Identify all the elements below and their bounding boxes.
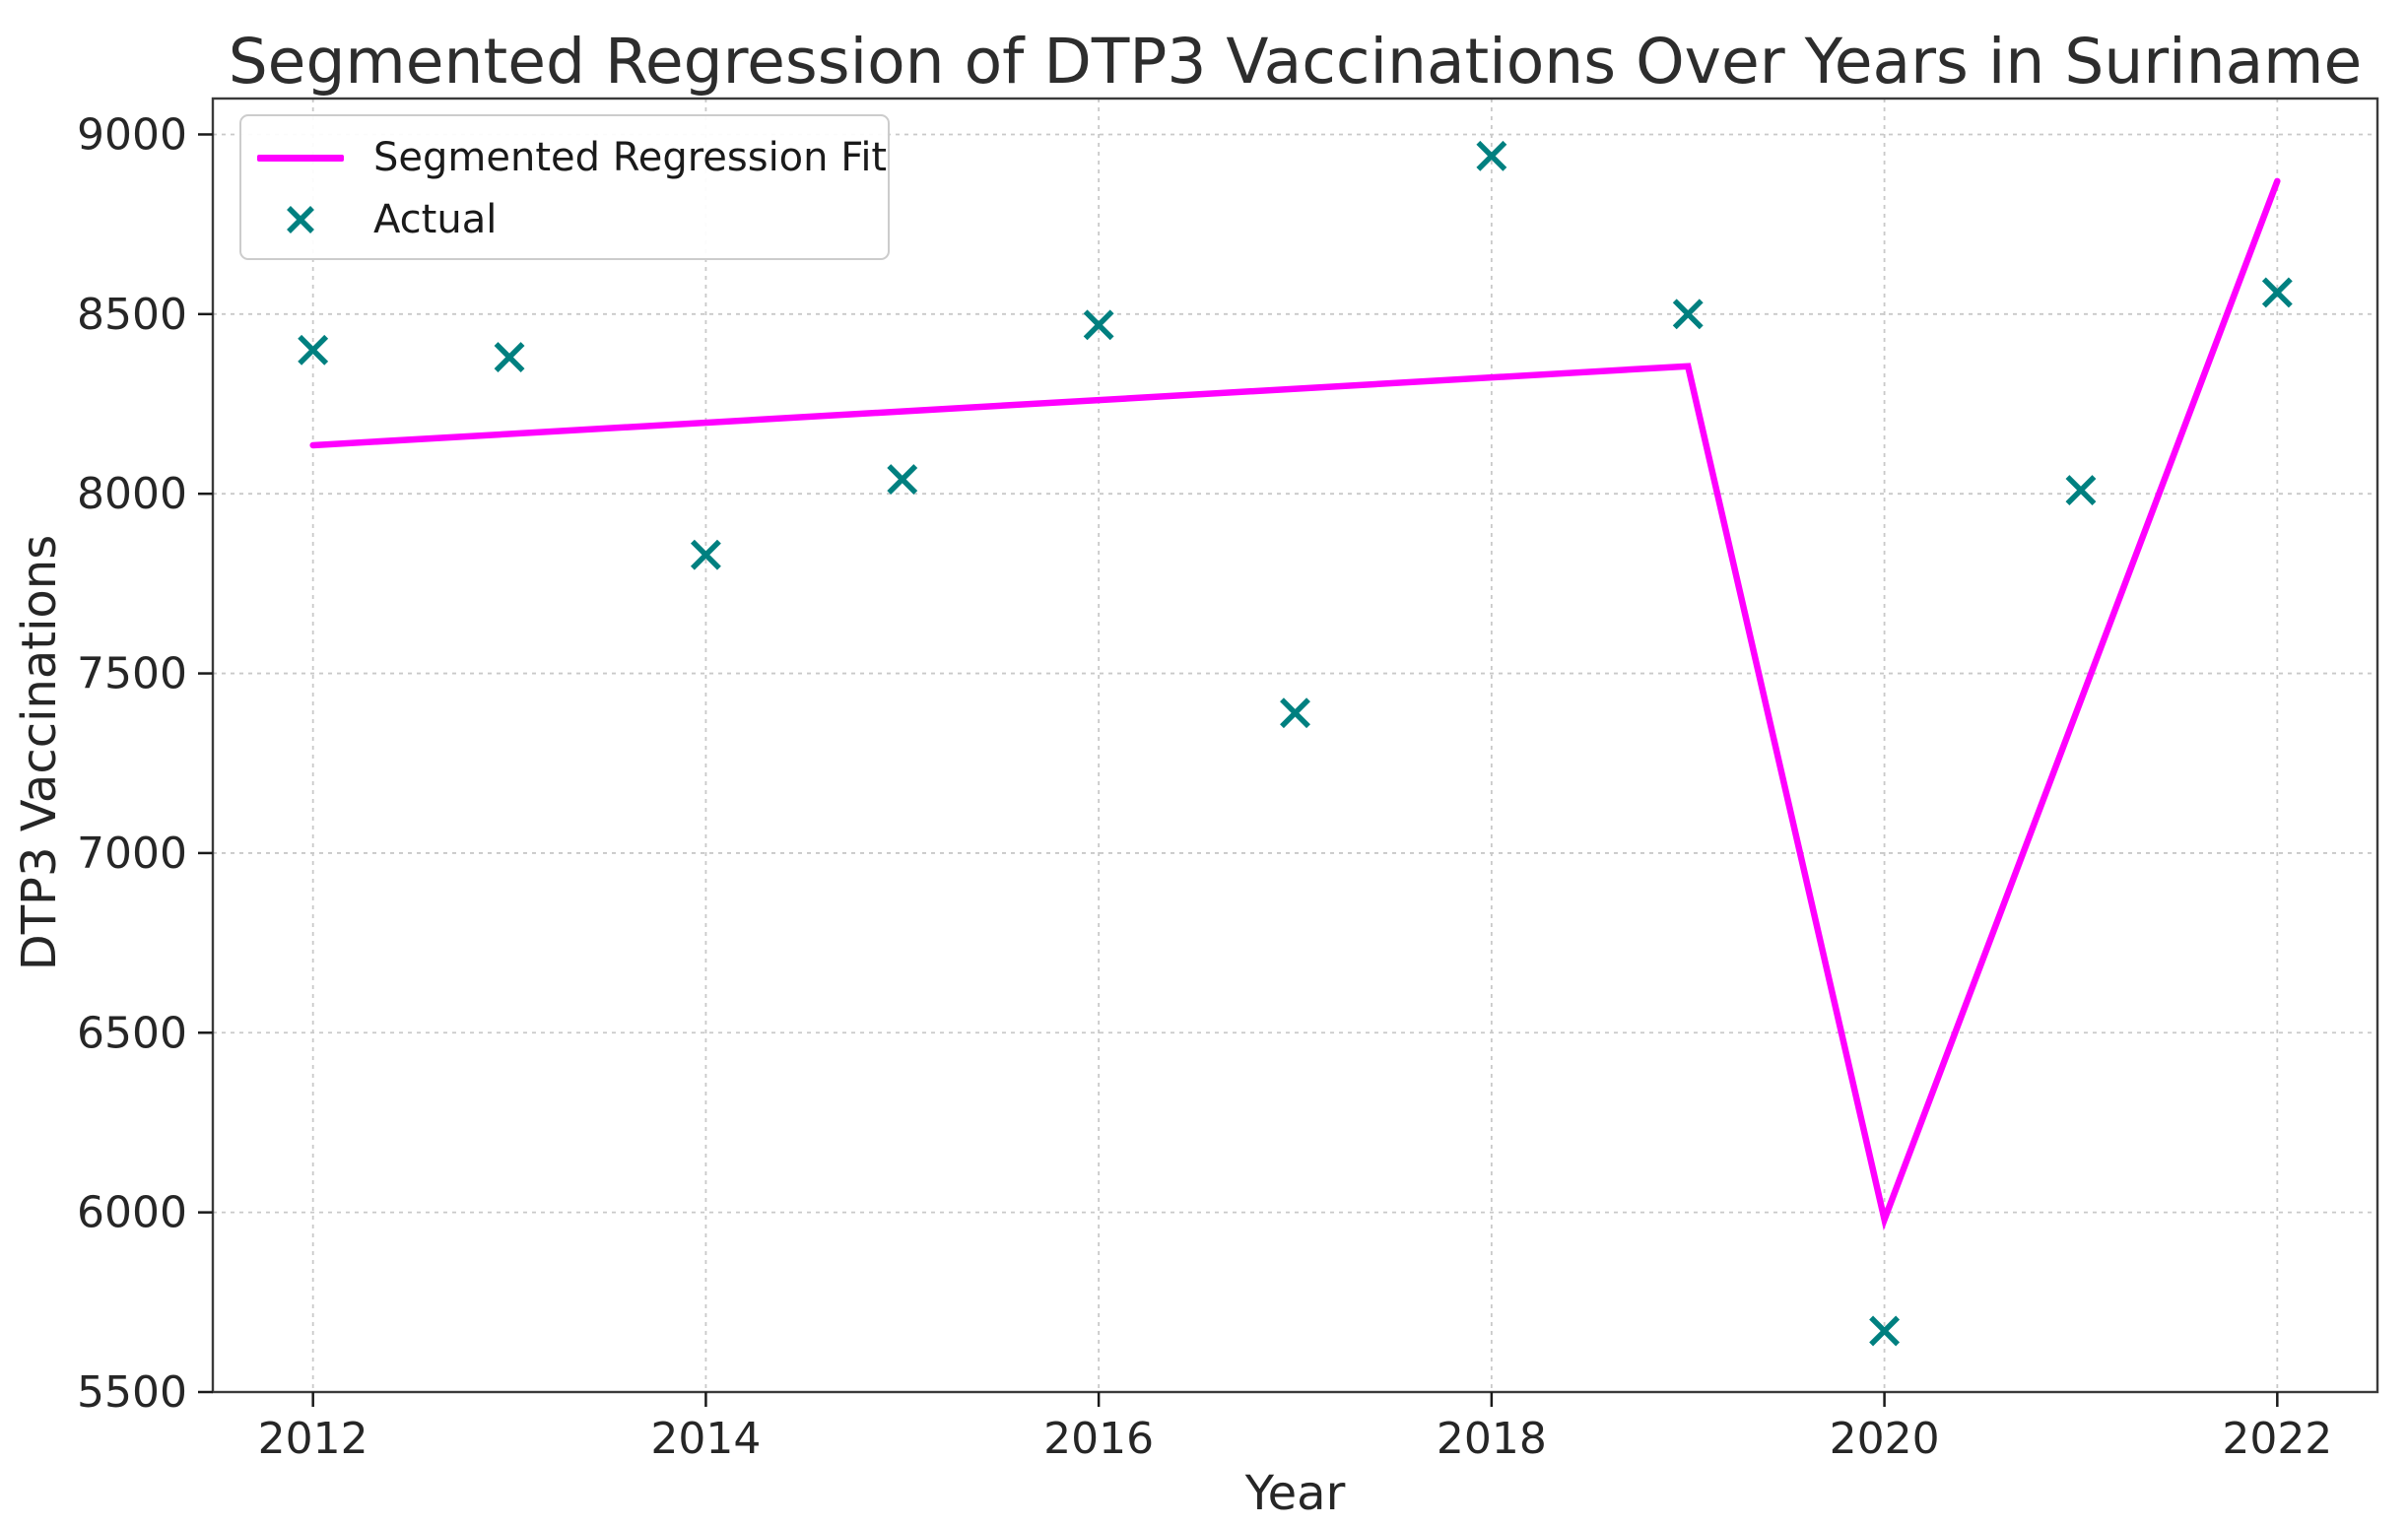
legend-marker-sample [255,200,346,239]
y-tick-label: 7000 [77,829,187,879]
x-tick-label: 2014 [650,1414,761,1464]
y-tick-label: 6500 [77,1008,187,1058]
axis-ticks [198,133,2279,1407]
tick-labels: 2012 2014 2016 2018 2020 2022 5500 6000 6500 7000… [77,109,2332,1464]
legend: Segmented Regression Fit Actual [239,114,890,260]
regression-fit-line [309,177,2281,1231]
data-point-x-marker [1476,140,1507,171]
data-point-x-marker [2065,475,2097,505]
legend-label-actual: Actual [373,197,498,242]
x-marker-icon [287,206,314,233]
actual-data-points [298,140,2293,1347]
x-tick-label: 2022 [2222,1414,2332,1464]
legend-line-sample [255,154,346,162]
data-point-x-marker [690,539,721,570]
data-point-x-marker [2261,277,2293,308]
legend-entry-actual: Actual [255,191,868,248]
data-point-x-marker [887,464,918,496]
x-tick-label: 2018 [1437,1414,1547,1464]
y-axis-label: DTP3 Vaccinations [12,534,67,971]
y-tick-label: 9000 [77,109,187,160]
chart-title: Segmented Regression of DTP3 Vaccination… [228,26,2363,98]
x-axis-label: Year [1244,1466,1346,1521]
y-tick-label: 6000 [77,1188,187,1238]
data-point-x-marker [1869,1315,1901,1347]
y-tick-label: 8500 [77,290,187,340]
data-point-x-marker [1672,299,1704,330]
data-point-x-marker [494,342,525,373]
x-tick-label: 2020 [1830,1414,1940,1464]
legend-entry-fit: Segmented Regression Fit [255,129,887,186]
regression-line-swatch [257,154,344,162]
x-tick-label: 2016 [1043,1414,1154,1464]
y-tick-label: 5500 [77,1367,187,1418]
data-point-x-marker [1083,309,1114,341]
plot-spines [211,97,2379,1394]
data-point-x-marker [298,334,329,365]
x-tick-label: 2012 [258,1414,368,1464]
legend-label-fit: Segmented Regression Fit [373,135,888,180]
y-tick-label: 7500 [77,649,187,699]
y-tick-label: 8000 [77,469,187,519]
gridlines [213,99,2377,1393]
data-point-x-marker [1280,697,1310,729]
